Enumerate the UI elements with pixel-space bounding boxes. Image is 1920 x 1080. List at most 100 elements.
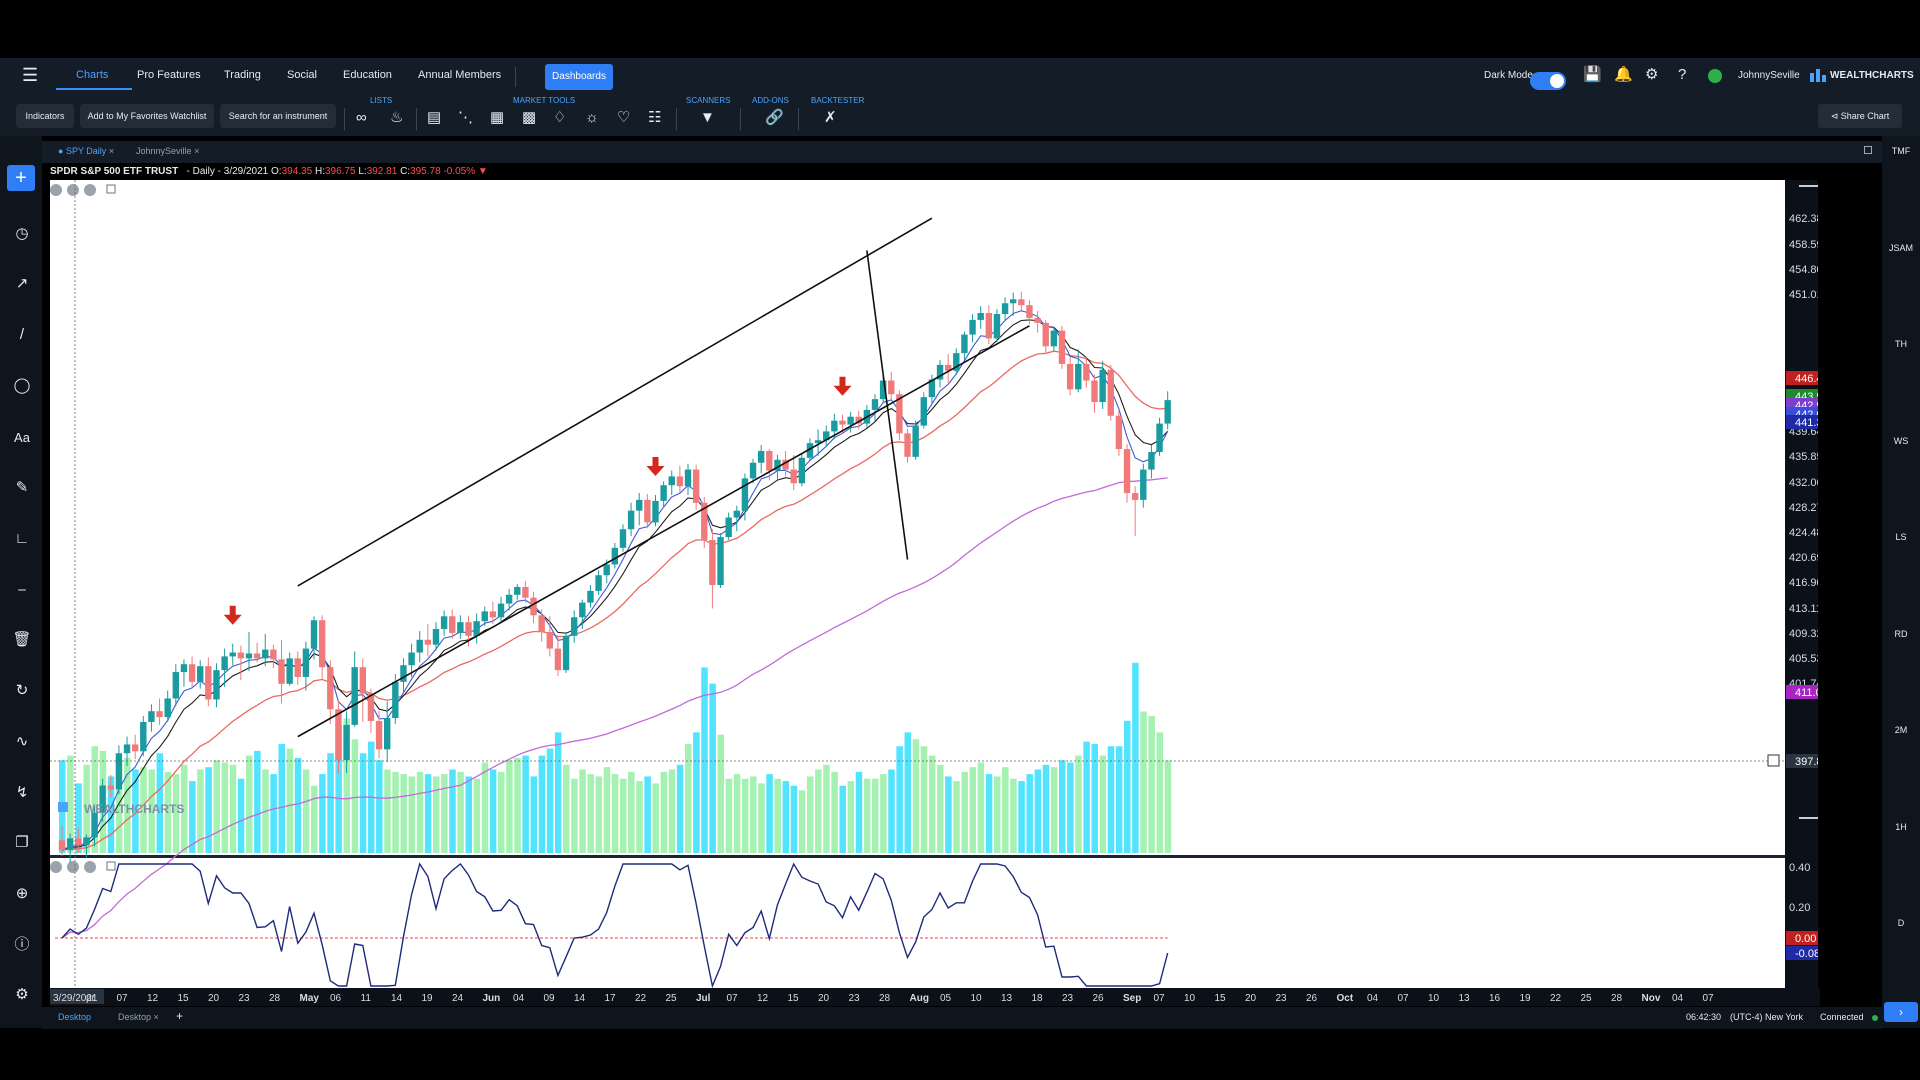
- nav-annual-members[interactable]: Annual Members: [418, 69, 502, 81]
- dashboards-button[interactable]: Dashboards: [545, 64, 613, 90]
- crosshair-icon[interactable]: ⊕: [15, 885, 29, 902]
- sell-arrow-icon: [833, 376, 852, 396]
- nav-education[interactable]: Education: [343, 69, 392, 81]
- close-tab-icon[interactable]: ×: [194, 146, 200, 156]
- flame-icon[interactable]: ♨: [390, 109, 404, 126]
- avatar[interactable]: [1708, 69, 1722, 83]
- dark-mode-toggle[interactable]: [1530, 72, 1566, 90]
- alert-bell-icon[interactable]: ♢: [553, 109, 567, 126]
- volume-bar: [758, 783, 765, 853]
- candle-body: [741, 478, 749, 511]
- news-icon[interactable]: ▤: [427, 109, 442, 126]
- volume-bar: [1148, 716, 1155, 853]
- share-chart-button[interactable]: ⊲ Share Chart: [1818, 104, 1902, 128]
- pencil-icon[interactable]: ✎: [15, 479, 29, 496]
- timeframe-d[interactable]: D: [1897, 918, 1905, 928]
- username-label[interactable]: JohnnySeville: [1738, 70, 1800, 81]
- info-icon[interactable]: ⓘ: [14, 936, 30, 953]
- candle-body: [1115, 415, 1123, 450]
- candle-body: [107, 785, 114, 790]
- x-tick-label: 13: [1001, 993, 1013, 1004]
- bell-icon[interactable]: 🔔: [1614, 66, 1633, 83]
- candle-body: [757, 450, 765, 463]
- timeframe-jsam[interactable]: JSAM: [1888, 243, 1913, 253]
- layers-icon[interactable]: ❐: [15, 834, 29, 851]
- globe-icon[interactable]: ⚙: [15, 986, 29, 1003]
- volume-bar: [107, 776, 115, 853]
- nav-social[interactable]: Social: [287, 69, 317, 81]
- instrument-search-input[interactable]: Search for an instrument: [220, 104, 336, 128]
- link-icon[interactable]: 🔗: [765, 109, 784, 126]
- filter-icon[interactable]: ▼: [700, 109, 715, 126]
- volume-bar: [432, 776, 440, 853]
- trash-icon[interactable]: 🗑: [12, 631, 32, 648]
- alarm-icon[interactable]: ♡: [617, 109, 631, 126]
- shapes-icon[interactable]: ◯: [13, 377, 31, 394]
- candle-body: [530, 597, 537, 616]
- volume-bar: [384, 769, 391, 853]
- angle-icon[interactable]: ∟: [14, 530, 30, 547]
- volume-bar: [725, 778, 733, 853]
- x-crosshair-tag-bg: [50, 989, 104, 1004]
- ma-50-line: [61, 477, 1168, 939]
- indicator-chart-icon[interactable]: ∿: [15, 733, 29, 750]
- timeframe-rd[interactable]: RD: [1894, 629, 1908, 639]
- add-button[interactable]: +: [7, 165, 35, 191]
- expand-panel-button[interactable]: ›: [1884, 1002, 1918, 1022]
- trend-icon[interactable]: ↗: [15, 275, 29, 292]
- glasses-icon[interactable]: ∞: [356, 109, 367, 126]
- timeframe-th[interactable]: TH: [1895, 339, 1907, 349]
- timeframe-2m[interactable]: 2M: [1894, 725, 1908, 735]
- volume-bar: [457, 771, 464, 853]
- nav-pro-features[interactable]: Pro Features: [137, 69, 201, 81]
- price-chart[interactable]: 462.38458.59454.80451.01439.64435.85432.…: [50, 180, 1818, 990]
- candle-body: [91, 812, 98, 838]
- backtester-icon[interactable]: ✗: [824, 109, 837, 126]
- top-nav: ☰ Charts Pro Features Trading Social Edu…: [0, 58, 1920, 94]
- save-icon[interactable]: 💾: [1583, 66, 1602, 83]
- refresh-icon[interactable]: ↻: [15, 682, 29, 699]
- desktop-tab-2[interactable]: Desktop ×: [118, 1012, 159, 1022]
- timeframe-ls[interactable]: LS: [1895, 532, 1907, 542]
- calculator-icon[interactable]: ▩: [522, 109, 537, 126]
- timezone[interactable]: (UTC-4) New York: [1730, 1012, 1804, 1022]
- desktop-tab-1[interactable]: Desktop: [58, 1012, 92, 1022]
- path-icon[interactable]: ↯: [15, 784, 29, 801]
- volume-bar: [571, 778, 578, 853]
- maximize-icon[interactable]: [1864, 146, 1872, 154]
- tab-johnnyseville[interactable]: JohnnySeville ×: [136, 146, 199, 156]
- network-icon[interactable]: ☷: [648, 109, 662, 126]
- close-tab-icon[interactable]: ×: [108, 146, 115, 156]
- chart-area[interactable]: 462.38458.59454.80451.01439.64435.85432.…: [50, 180, 1818, 990]
- x-tick-label: Oct: [1337, 993, 1354, 1004]
- indicators-button[interactable]: Indicators: [16, 104, 74, 128]
- nav-trading[interactable]: Trading: [224, 69, 261, 81]
- help-icon[interactable]: ?: [1678, 66, 1687, 83]
- add-favorites-button[interactable]: Add to My Favorites Watchlist: [80, 104, 214, 128]
- calendar-icon[interactable]: ▦: [490, 109, 505, 126]
- price-tick-label: 405.53: [1789, 653, 1818, 665]
- clock-icon[interactable]: ◷: [15, 225, 29, 242]
- tab-spy-daily[interactable]: ● SPY Daily ×: [58, 146, 115, 156]
- oscillator-tick-label: 0.40: [1789, 862, 1810, 874]
- text-tool-icon[interactable]: Aa: [14, 430, 30, 445]
- candle-body: [823, 431, 830, 441]
- volume-bar: [685, 743, 692, 853]
- share-chart-label: Share Chart: [1840, 111, 1890, 121]
- x-tick-label: 22: [635, 993, 647, 1004]
- timeframe-ws[interactable]: WS: [1893, 436, 1909, 446]
- alert-gear-icon[interactable]: ☼: [585, 109, 599, 126]
- volume-bar: [603, 767, 611, 853]
- price-tag-bg: [1786, 685, 1818, 699]
- timeframe-tmf[interactable]: TMF: [1891, 146, 1911, 156]
- volume-bar: [83, 764, 90, 853]
- timeframe-1h[interactable]: 1H: [1895, 822, 1907, 832]
- hamburger-menu-icon[interactable]: ☰: [22, 65, 39, 85]
- line-tool-icon[interactable]: /: [19, 326, 25, 343]
- add-desktop-icon[interactable]: +: [176, 1009, 184, 1023]
- x-tick-label: 3/29/2021: [53, 993, 98, 1004]
- chart-compare-icon[interactable]: ⋱: [458, 109, 473, 126]
- nav-charts[interactable]: Charts: [76, 69, 109, 81]
- ruler-icon[interactable]: ⎯: [18, 581, 26, 598]
- gear-icon[interactable]: ⚙: [1645, 66, 1659, 83]
